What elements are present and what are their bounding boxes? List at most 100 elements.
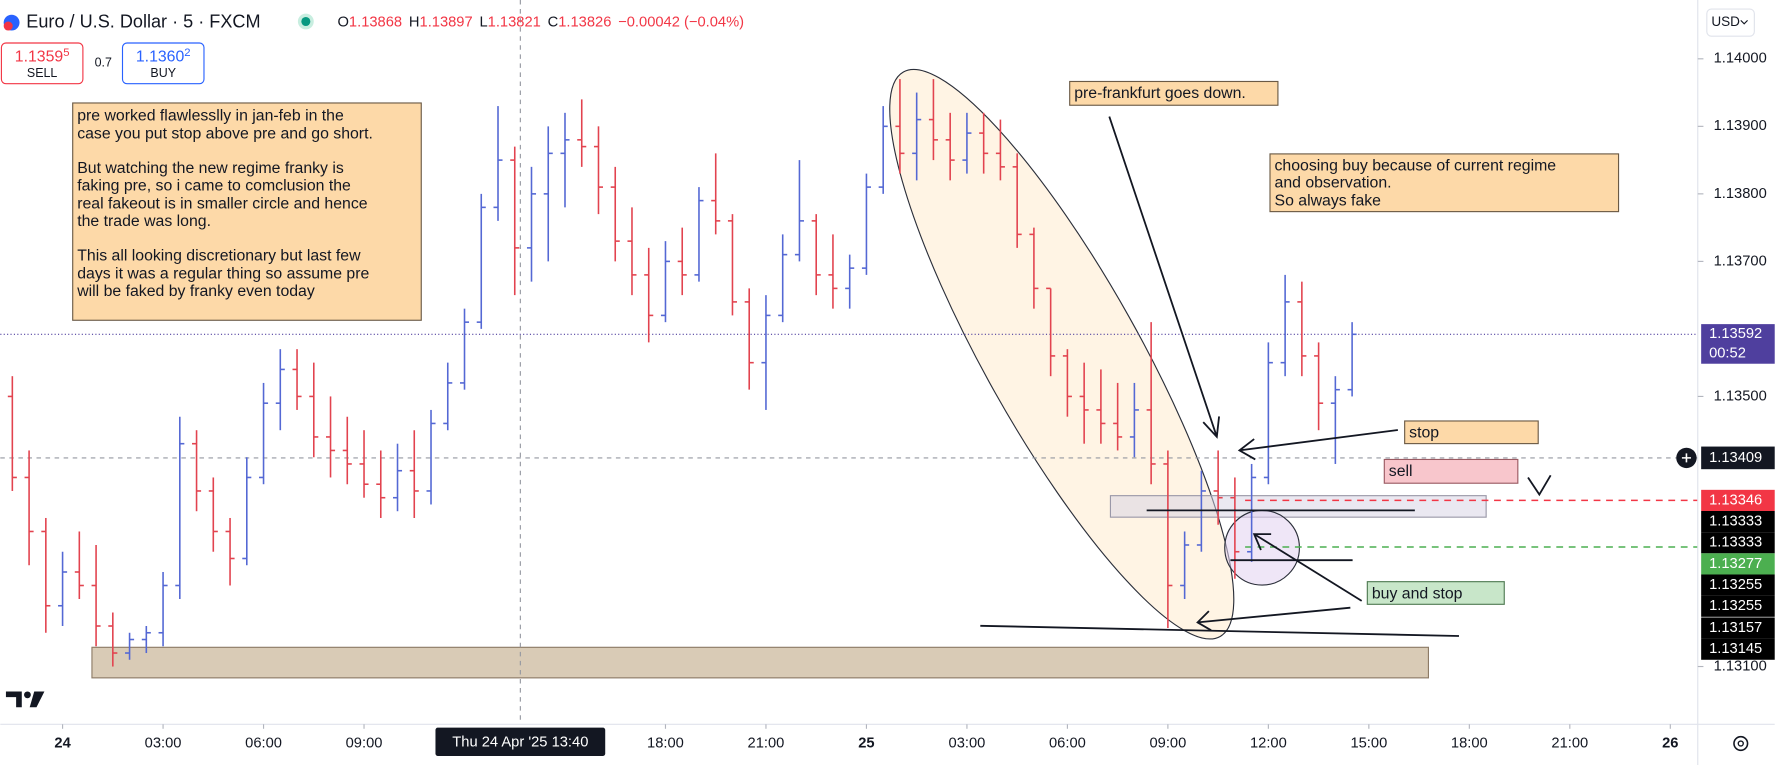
logo-part (5, 691, 22, 708)
price-label-box (1701, 638, 1775, 660)
note-box (1404, 420, 1539, 445)
countdown-label: 00:52 (1709, 345, 1746, 361)
buy-label[interactable]: BUY (150, 66, 176, 80)
logo-part (24, 691, 31, 699)
zone-rectangle (91, 646, 1429, 679)
x-tick-label: 09:00 (346, 735, 383, 751)
spread: 0.7 (95, 56, 112, 70)
buy-price-pip: 2 (184, 47, 190, 59)
note-text: buy and stop (1372, 585, 1463, 602)
sell-price-main: 1.1359 (15, 49, 64, 66)
y-tick-label: 1.13800 (1714, 186, 1767, 202)
drawings-under (91, 68, 1487, 679)
buy-button[interactable] (121, 42, 205, 85)
arrow (1252, 533, 1363, 602)
note-text: sell (1389, 463, 1413, 480)
y-tick-label: 1.14000 (1714, 51, 1767, 67)
sell-label[interactable]: SELL (27, 66, 58, 80)
dropdown-icon (1740, 19, 1748, 25)
price-label: 1.13255 (1709, 598, 1762, 614)
arrow (1196, 606, 1351, 632)
currency[interactable]: USD (1711, 14, 1740, 29)
quote-value: 1.13897 (420, 15, 473, 31)
x-tick-label: 21:00 (1551, 735, 1588, 751)
price-label-box (1701, 532, 1775, 554)
note-box (1069, 80, 1279, 106)
price-label: 1.13333 (1709, 535, 1762, 551)
status-dot (301, 16, 311, 27)
quote-value: 1.13826 (558, 15, 611, 31)
price-label: 1.13277 (1709, 556, 1762, 572)
note-box (72, 102, 422, 321)
x-tick-label: 12:00 (1250, 735, 1287, 751)
arrow (1237, 429, 1398, 461)
sell-price[interactable]: 1.13595 (15, 47, 70, 66)
note-text: real fakeout is in smaller circle and he… (77, 195, 368, 212)
price-label-box (1701, 574, 1775, 596)
x-tick-label: 25 (858, 735, 874, 751)
note-box (1269, 153, 1620, 213)
price-bars (7, 79, 1357, 667)
symbol-title: Euro / U.S. Dollar · 5 · FXCM (26, 11, 260, 31)
y-tick-label: 1.13100 (1714, 658, 1767, 674)
price-label-box (1701, 489, 1775, 511)
note-box (1383, 458, 1519, 484)
y-tick-label: 1.13700 (1714, 253, 1767, 269)
note-text: pre-frankfurt goes down. (1074, 85, 1246, 102)
y-tick-label: 1.13900 (1714, 118, 1767, 134)
price-label: 1.13145 (1709, 641, 1762, 657)
symbol-icon (3, 21, 13, 31)
quote-label: O (338, 15, 349, 31)
drawings-over (980, 116, 1552, 637)
x-tick-label: 03:00 (145, 735, 182, 751)
logo-part (29, 691, 45, 708)
price-label-box (1701, 617, 1775, 639)
crosshair-y-label-box (1701, 446, 1775, 470)
crosshair-x-label: Thu 24 Apr '25 13:40 (452, 734, 588, 750)
quote-value: 1.13821 (488, 15, 541, 31)
x-tick-label: 09:00 (1149, 735, 1186, 751)
quote-label: L (479, 15, 487, 31)
gear[interactable] (1733, 735, 1749, 752)
price-label: 1.13255 (1709, 577, 1762, 593)
quote-value: 1.13868 (349, 15, 402, 31)
sell-button[interactable] (0, 42, 84, 85)
x-tick-label: 21:00 (748, 735, 785, 751)
text-notes: pre-frankfurt goes down. choosing buy be… (72, 80, 1620, 605)
header: Euro / U.S. Dollar · 5 · FXCM O1.13868 H1… (0, 8, 1755, 85)
price-label: 1.13333 (1709, 513, 1762, 529)
x-tick-label: 18:00 (647, 735, 684, 751)
last-price-label: 1.13592 (1709, 326, 1762, 342)
buy-price-main: 1.1360 (136, 49, 185, 66)
note-text: So always fake (1275, 193, 1382, 210)
grid (0, 0, 1698, 725)
quote-label: C (548, 15, 559, 31)
ohlc-quote: O1.13868 H1.13897 L1.13821 C1.13826 −0.00042… (338, 15, 745, 31)
currency-button[interactable] (1706, 8, 1755, 37)
price-label-box (1701, 510, 1775, 533)
note-text: stop (1409, 425, 1439, 442)
last-price-box (1701, 324, 1775, 364)
sell-price-pip: 5 (63, 47, 69, 59)
zone-rectangle (1109, 495, 1487, 518)
x-tick-label: 24 (54, 735, 71, 751)
note-box (1366, 581, 1505, 605)
note-text: case you put stop above pre and go short… (77, 125, 373, 142)
price-label-box (1701, 553, 1775, 575)
plus-icon (1681, 453, 1691, 463)
buy-price[interactable]: 1.13602 (136, 47, 191, 66)
price-label: 1.13346 (1709, 492, 1762, 508)
note-text: will be faked by franky even today (76, 283, 315, 300)
gear-center (1737, 740, 1744, 747)
x-tick-label: 15:00 (1350, 735, 1387, 751)
note-text: the trade was long. (77, 213, 211, 230)
settings-icon[interactable] (1733, 735, 1749, 752)
note-text: choosing buy because of current regime (1275, 158, 1557, 175)
crosshair-y-label: 1.13409 (1709, 450, 1762, 466)
note-text: days it was a regular thing so assume pr… (77, 265, 369, 282)
x-tick-label: 18:00 (1451, 735, 1488, 751)
note-text: But watching the new regime franky is (77, 160, 344, 177)
price-label-box (1701, 595, 1775, 617)
